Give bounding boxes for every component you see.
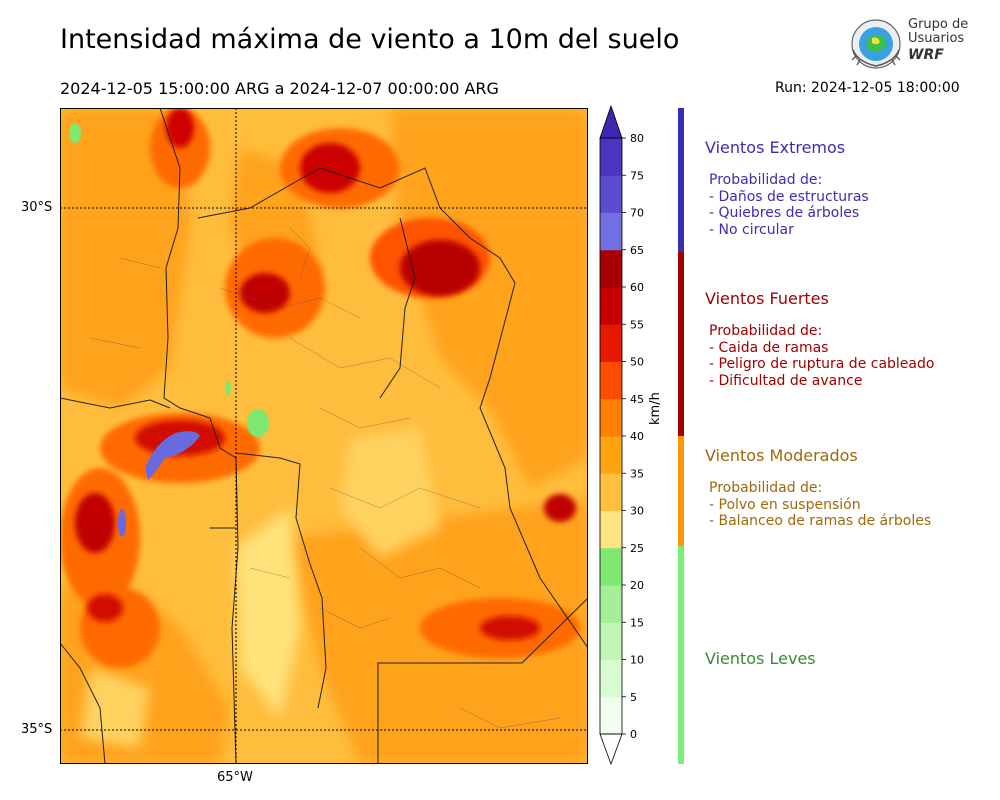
colorbar-extend-min	[599, 733, 623, 766]
category-line: Probabilidad de:	[709, 172, 823, 188]
category-title-extremos: Vientos Extremos	[705, 138, 846, 157]
logo-text-line2: Usuarios	[908, 31, 965, 46]
colorbar-tick-label: 15	[630, 616, 644, 629]
colorbar-ticks: 0 5 10 15 20 25 30 35 40 45 50 55 60 65 70 75 80	[622, 132, 644, 741]
colorbar-tick-label: 50	[630, 356, 644, 369]
category-desc-fuertes: Probabilidad de: - Caida de ramas - Peli…	[709, 323, 934, 389]
wind-intensity-map	[60, 108, 588, 764]
political-boundaries	[60, 108, 588, 764]
wind-speed-colorbar: 0 5 10 15 20 25 30 35 40 45 50 55 60 65 70 75 80	[599, 104, 644, 766]
colorbar-segments	[599, 104, 623, 766]
colorbar-segment	[600, 436, 622, 474]
colorbar-segment	[600, 138, 622, 176]
wind-field-pale	[80, 428, 440, 748]
map-title: Intensidad máxima de viento a 10m del su…	[60, 24, 680, 55]
category-line: - Polvo en suspensión	[709, 496, 861, 513]
colorbar-segment	[600, 324, 622, 362]
colorbar-tick-label: 80	[630, 132, 644, 145]
colorbar-tick-label: 65	[630, 244, 644, 257]
category-line: - Daños de estructuras	[709, 188, 869, 205]
colorbar-segment	[600, 361, 622, 400]
category-line: - Peligro de ruptura de cableado	[709, 356, 935, 372]
map-frame	[60, 108, 588, 764]
logo-text-line1: Grupo de	[908, 17, 969, 32]
category-line: Probabilidad de:	[709, 480, 823, 496]
colorbar-segment	[600, 585, 622, 623]
run-timestamp: Run: 2024-12-05 18:00:00	[775, 80, 960, 96]
colorbar-segment	[600, 622, 622, 660]
colorbar-segment	[600, 696, 622, 735]
category-bar-extremos	[678, 108, 684, 252]
category-title-leves: Vientos Leves	[705, 649, 816, 668]
wind-field-light	[69, 123, 269, 437]
colorbar-segment	[600, 175, 622, 213]
lon-label-65w: 65°W	[217, 770, 253, 785]
category-line: - Balanceo de ramas de árboles	[709, 513, 932, 529]
category-title-fuertes: Vientos Fuertes	[705, 289, 829, 308]
colorbar-tick-label: 30	[630, 505, 644, 518]
category-bar-leves	[678, 546, 684, 764]
colorbar-tick-label: 25	[630, 542, 644, 555]
colorbar-tick-label: 55	[630, 318, 644, 331]
colorbar-tick-label: 5	[630, 691, 637, 704]
colorbar-segment	[600, 659, 622, 698]
wind-field-extreme	[118, 431, 200, 537]
lat-label-30s: 30°S	[21, 200, 53, 215]
category-bar-moderados	[678, 436, 684, 546]
category-desc-moderados: Probabilidad de: - Polvo en suspensión -…	[709, 480, 931, 530]
colorbar-segment	[600, 473, 622, 511]
colorbar-segment	[600, 212, 622, 251]
forecast-period: 2024-12-05 15:00:00 ARG a 2024-12-07 00:…	[60, 79, 499, 98]
colorbar-extend-max	[599, 104, 623, 139]
category-line: - Caida de ramas	[709, 339, 829, 356]
colorbar-segment	[600, 547, 622, 586]
colorbar-tick-label: 75	[630, 169, 644, 182]
grupo-usuarios-wrf-logo: Grupo de Usuarios WRF	[848, 16, 973, 72]
colorbar-tick-label: 45	[630, 393, 644, 406]
colorbar-segment	[600, 249, 622, 288]
colorbar-segment	[600, 510, 622, 549]
colorbar-tick-label: 70	[630, 207, 644, 220]
colorbar-tick-label: 40	[630, 430, 644, 443]
category-desc-extremos: Probabilidad de: - Daños de estructuras …	[709, 172, 869, 238]
department-boundaries	[89, 227, 561, 729]
colorbar-tick-label: 20	[630, 579, 644, 592]
category-line: - Quiebres de árboles	[709, 205, 860, 221]
logo-text-line3: WRF	[908, 47, 944, 63]
category-bar-fuertes	[678, 252, 684, 436]
lat-label-35s: 35°S	[21, 722, 53, 737]
colorbar-tick-label: 10	[630, 654, 644, 667]
colorbar-tick-label: 60	[630, 281, 644, 294]
category-line: Probabilidad de:	[709, 323, 823, 339]
category-title-moderados: Vientos Moderados	[705, 446, 858, 465]
globe-emblem-icon	[851, 19, 901, 69]
colorbar-segment	[600, 287, 622, 325]
colorbar-tick-label: 0	[630, 728, 637, 741]
category-line: - Dificultad de avance	[709, 372, 863, 389]
category-line: - No circular	[709, 221, 794, 238]
colorbar-units: km/h	[648, 392, 663, 425]
colorbar-tick-label: 35	[630, 467, 644, 480]
colorbar-segment	[600, 398, 622, 437]
graticule-lines	[60, 108, 588, 764]
